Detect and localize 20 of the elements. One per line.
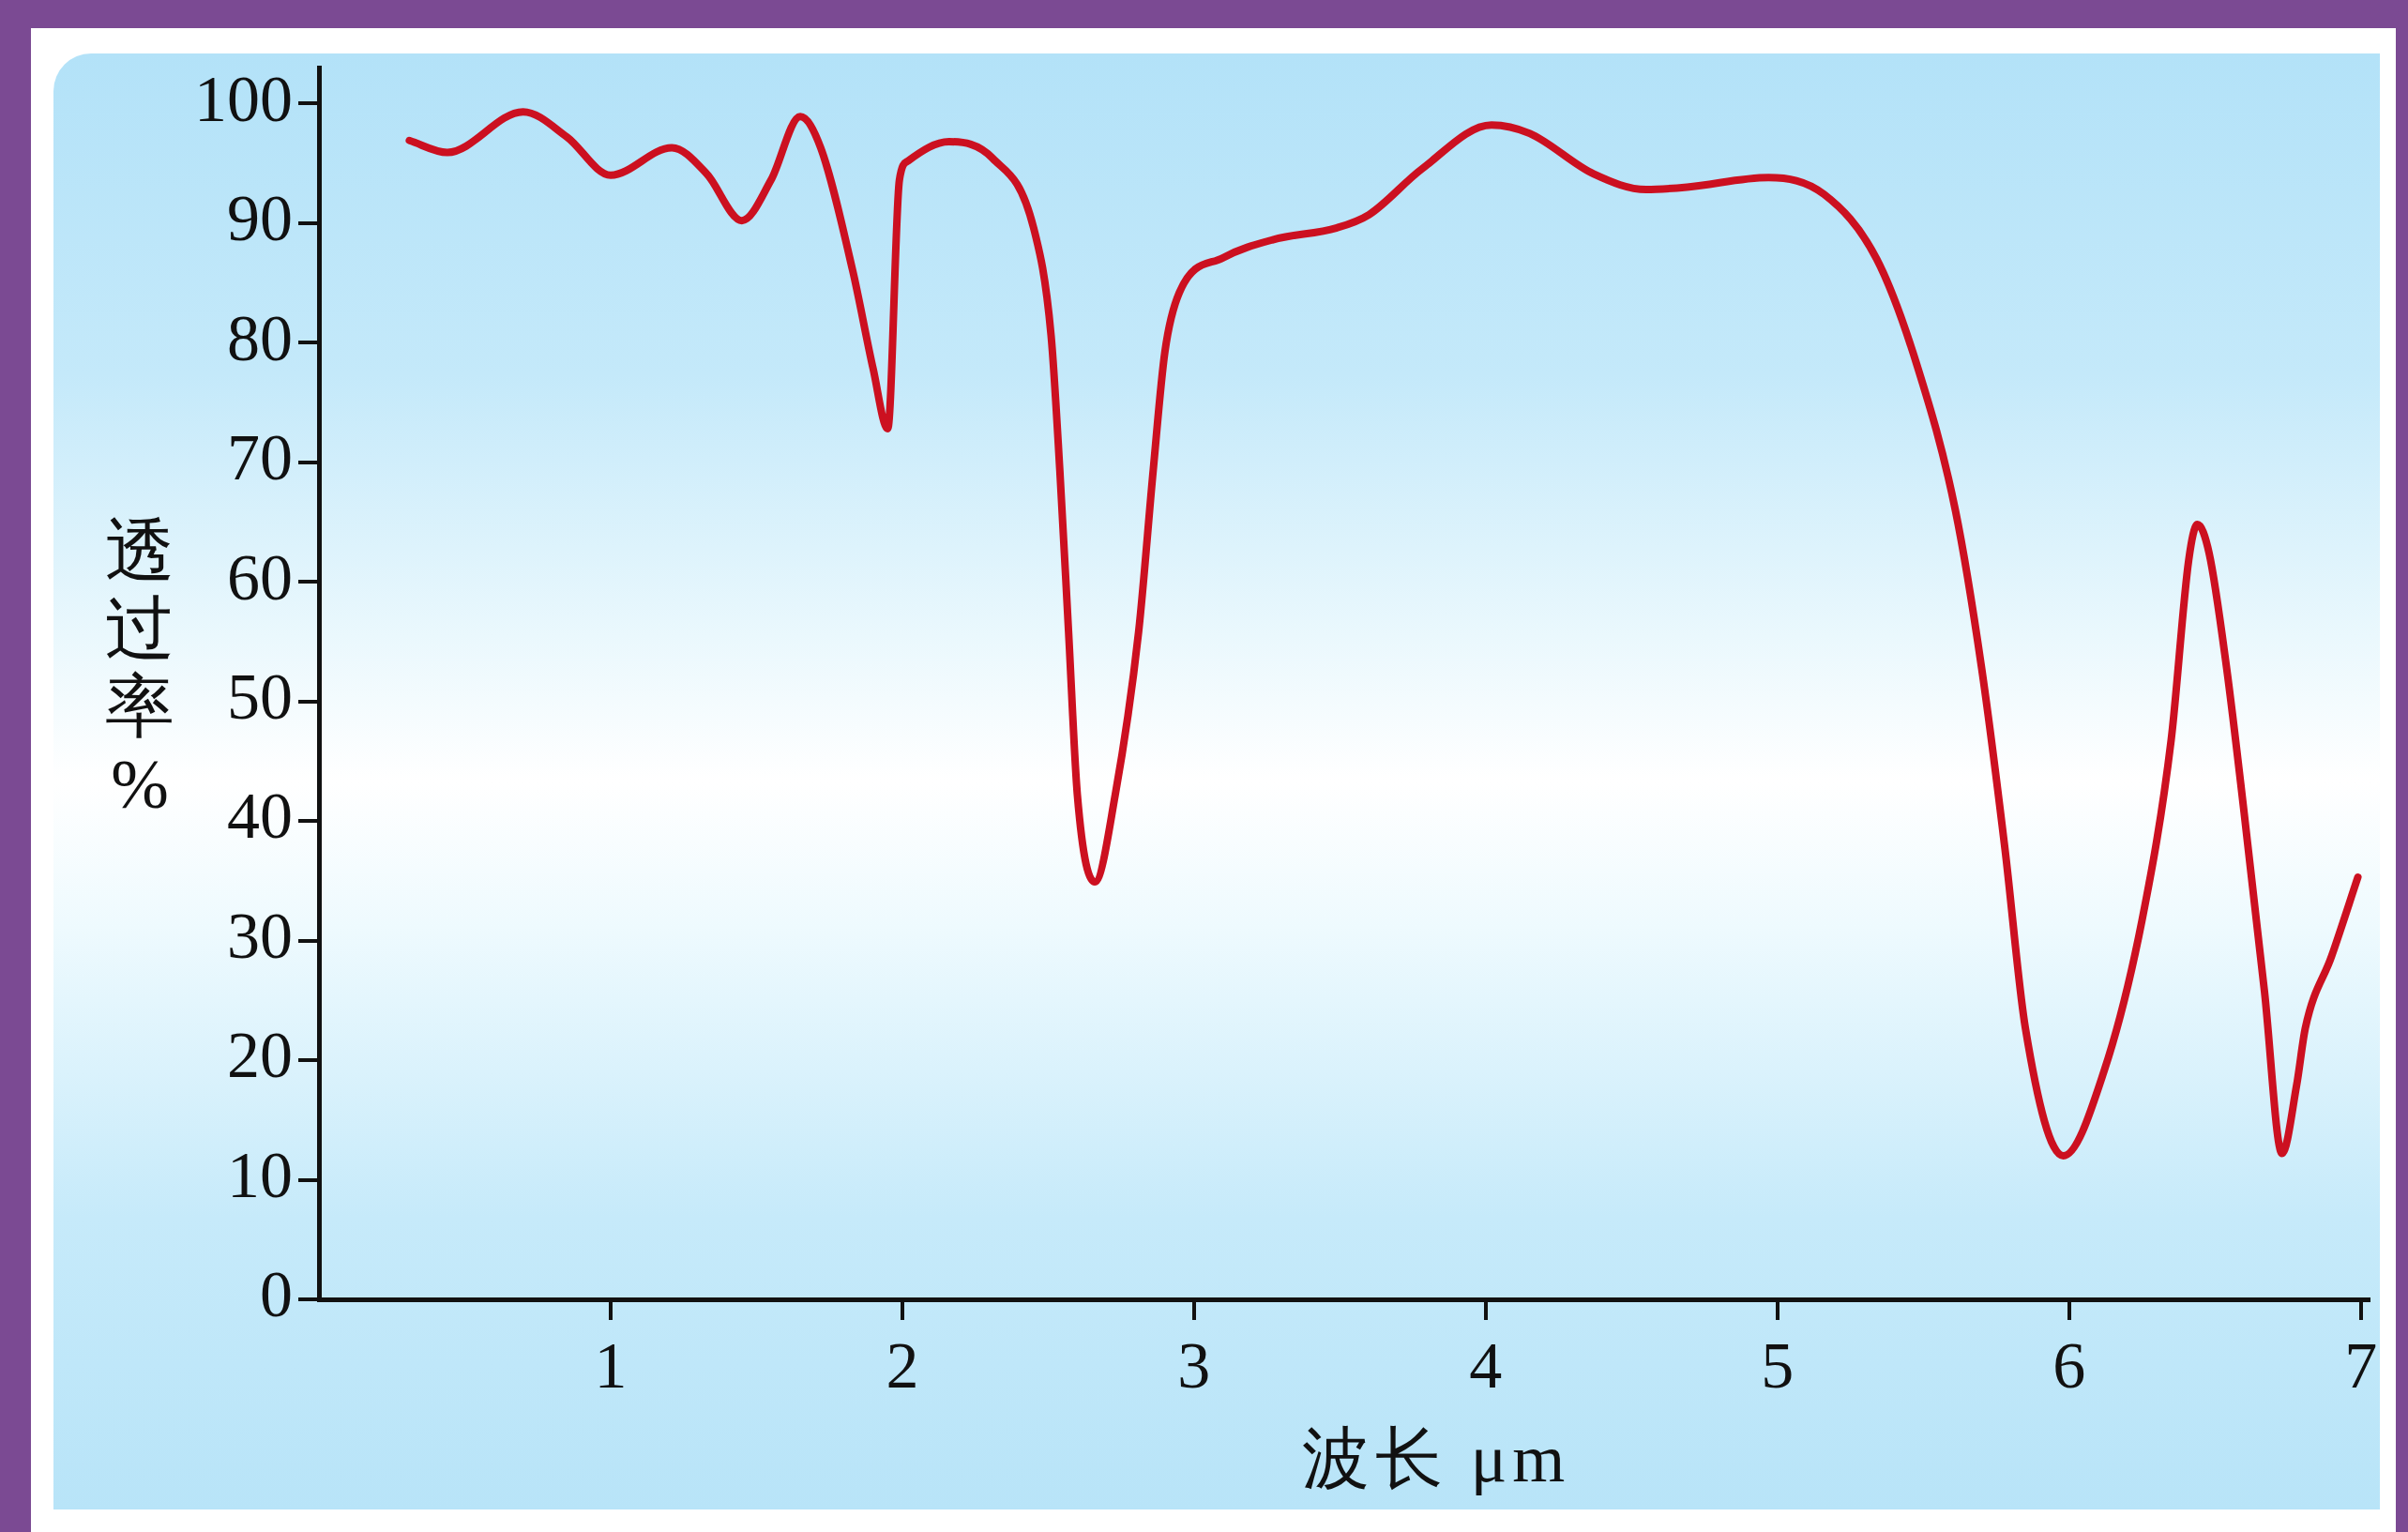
x-tick-label: 7 (2344, 1329, 2378, 1403)
y-tick-label: 40 (227, 780, 293, 853)
y-axis-title: 透过率% (104, 512, 175, 824)
x-tick-label: 2 (886, 1329, 919, 1403)
y-tick-label: 20 (227, 1019, 293, 1092)
x-tick-label: 4 (1469, 1329, 1503, 1403)
y-tick-label: 0 (260, 1258, 293, 1331)
y-tick-label: 30 (227, 899, 293, 972)
x-tick-label: 1 (594, 1329, 628, 1403)
y-tick-label: 80 (227, 301, 293, 374)
x-axis-title: 波长 μm (1301, 1421, 1571, 1496)
y-tick-label: 60 (227, 540, 293, 614)
x-tick-label: 6 (2052, 1329, 2086, 1403)
y-tick-label: 10 (227, 1138, 293, 1211)
y-tick-label: 50 (227, 660, 293, 734)
y-tick-label: 70 (227, 421, 293, 494)
x-tick-label: 5 (1761, 1329, 1795, 1403)
x-tick-label: 3 (1177, 1329, 1211, 1403)
y-tick-label: 90 (227, 182, 293, 255)
y-tick-label: 100 (194, 62, 293, 135)
